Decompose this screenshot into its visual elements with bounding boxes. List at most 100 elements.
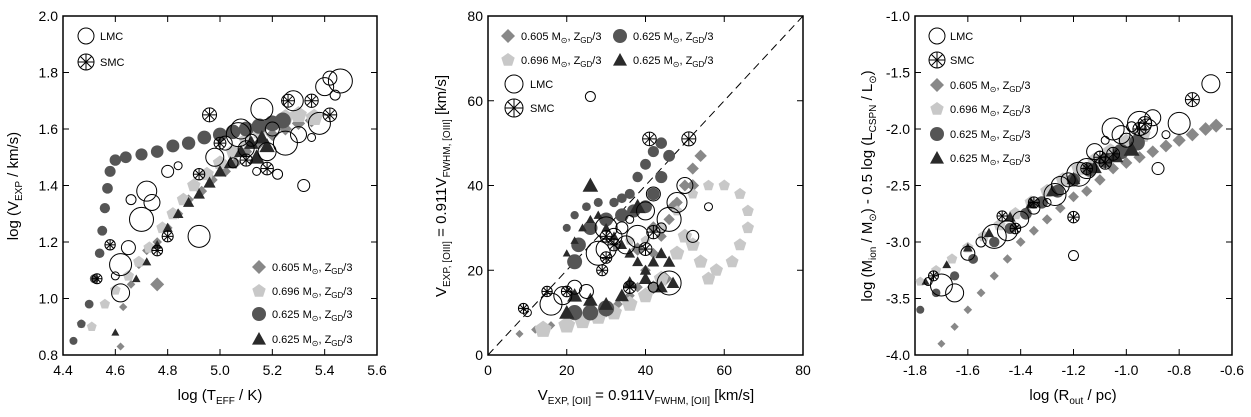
x-axis-label-vexp: VEXP, [OII] = 0.911VFWHM, [OII] [km/s]	[538, 387, 754, 407]
data-point-open-circle	[136, 180, 158, 202]
legend-m0696-label: 0.696 M⊙, ZGD/3	[521, 55, 601, 69]
data-point-circle	[570, 210, 579, 220]
legend-m0625t-marker	[930, 151, 944, 164]
data-point-circle	[181, 136, 196, 150]
data-point-diamond	[630, 242, 645, 256]
data-point-open-circle	[567, 279, 583, 295]
data-point-pentagon	[637, 287, 654, 303]
x-tick-label: -1.6	[956, 362, 980, 378]
data-point-pentagon	[687, 188, 699, 199]
x-tick-label: 4.4	[53, 362, 73, 378]
data-point-open-circle	[250, 97, 274, 121]
data-point-diamond	[1015, 237, 1026, 247]
legend-m0696-label: 0.696 M⊙, ZGD/3	[950, 104, 1030, 118]
data-point-pentagon	[734, 187, 746, 199]
legend-obs-rout: LMC SMC	[928, 27, 975, 69]
data-point-triangle	[1108, 148, 1124, 163]
data-point-open-circle	[109, 253, 133, 277]
data-point-open-circle	[1076, 158, 1098, 180]
data-point-triangle	[172, 208, 184, 219]
data-point-open-circle	[945, 283, 965, 303]
legend-m0696-marker	[252, 284, 266, 297]
data-point-pentagon	[187, 178, 201, 192]
data-point-triangle	[942, 260, 952, 269]
data-point-diamond	[976, 288, 986, 298]
data-point-pentagon	[99, 298, 110, 309]
data-point-open-circle	[227, 157, 239, 169]
legend-m0605-label: 0.605 M⊙, ZGD/3	[950, 80, 1030, 94]
data-point-circle	[562, 223, 571, 232]
x-tick-label: 40	[638, 362, 654, 378]
data-point-open-circle	[111, 283, 131, 303]
data-point-open-circle	[307, 132, 317, 142]
data-point-triangle	[647, 255, 660, 267]
x-tick-label: 80	[795, 362, 811, 378]
data-point-asterisk-circle	[927, 270, 939, 282]
data-point-open-circle	[205, 147, 225, 167]
legend-models-teff: 0.605 M⊙, ZGD/3 0.696 M⊙, ZGD/3 0.625 M⊙, …	[252, 260, 352, 348]
data-point-open-circle	[244, 133, 258, 147]
data-point-pentagon	[110, 284, 121, 295]
data-point-circle	[609, 197, 619, 208]
legend-m0605-label: 0.605 M⊙, ZGD/3	[521, 31, 601, 45]
smc-icon	[77, 53, 95, 71]
data-point-diamond	[1146, 145, 1160, 158]
y-tick-label: 40	[467, 178, 483, 194]
data-point-diamond	[686, 162, 699, 175]
x-tick-label: 20	[559, 362, 575, 378]
data-point-pentagon	[534, 320, 552, 337]
data-point-triangle	[666, 276, 680, 289]
data-point-diamond	[515, 329, 524, 338]
legend-m0605-label: 0.605 M⊙, ZGD/3	[272, 262, 352, 276]
data-point-circle	[77, 319, 86, 329]
data-point-circle	[916, 305, 925, 314]
x-tick-label: 0	[484, 362, 492, 378]
data-point-open-circle	[704, 202, 713, 212]
legend-smc-marker	[504, 98, 524, 118]
data-point-asterisk-circle	[192, 167, 206, 181]
plot-area-rout	[915, 74, 1224, 348]
data-point-open-circle	[584, 91, 596, 103]
data-point-circle	[989, 236, 1000, 248]
data-point-diamond	[937, 339, 946, 348]
data-point-diamond	[963, 305, 973, 315]
data-point-circle	[225, 124, 241, 140]
x-tick-label: 5.2	[263, 362, 283, 378]
data-point-open-circle	[1043, 183, 1067, 207]
data-point-circle	[655, 137, 667, 149]
data-point-pentagon	[133, 255, 145, 267]
x-tick-label: -1.2	[1061, 362, 1085, 378]
data-point-circle	[599, 212, 614, 227]
data-point-open-circle	[161, 164, 175, 178]
data-point-asterisk-circle	[646, 224, 661, 240]
x-tick-label: 5.6	[367, 362, 387, 378]
data-point-diamond	[950, 322, 959, 331]
data-point-pentagon	[709, 263, 723, 276]
legend-m0605-marker	[252, 260, 266, 274]
data-point-diamond	[666, 200, 680, 214]
data-point-asterisk-circle	[599, 229, 613, 243]
data-point-open-circle	[553, 286, 573, 306]
data-point-triangle	[193, 188, 205, 199]
data-point-triangle	[254, 130, 270, 144]
data-point-asterisk-circle	[1137, 116, 1153, 131]
plot-area-vexp	[487, 15, 804, 356]
data-point-pentagon	[669, 245, 685, 260]
data-point-triangle	[585, 214, 595, 223]
legend-m0625c-marker	[252, 307, 266, 321]
data-point-open-circle	[578, 283, 594, 299]
data-point-circle	[663, 149, 676, 162]
y-axis-label-teff: log (VEXP / km/s)	[5, 132, 25, 240]
data-point-circle	[97, 225, 108, 236]
ticks-teff: 4.4 4.6 4.8 5.0 5.2 5.4 5.6 0.8 1.0 1.2 1.4 1.6 1.8 2…	[39, 8, 387, 378]
legend-m0625t-label: 0.625 M⊙, ZGD/3	[272, 334, 352, 348]
legend-lmc-marker	[928, 27, 946, 45]
data-point-diamond	[126, 280, 136, 289]
data-point-diamond	[116, 342, 125, 351]
data-point-open-circle	[923, 277, 933, 287]
data-point-asterisk-circle	[541, 285, 553, 298]
data-point-circle	[615, 208, 629, 222]
data-point-triangle	[203, 176, 216, 188]
legend-models-vexp: 0.605 M⊙, ZGD/3 0.696 M⊙, ZGD/3 0.625 M⊙, …	[501, 29, 713, 69]
